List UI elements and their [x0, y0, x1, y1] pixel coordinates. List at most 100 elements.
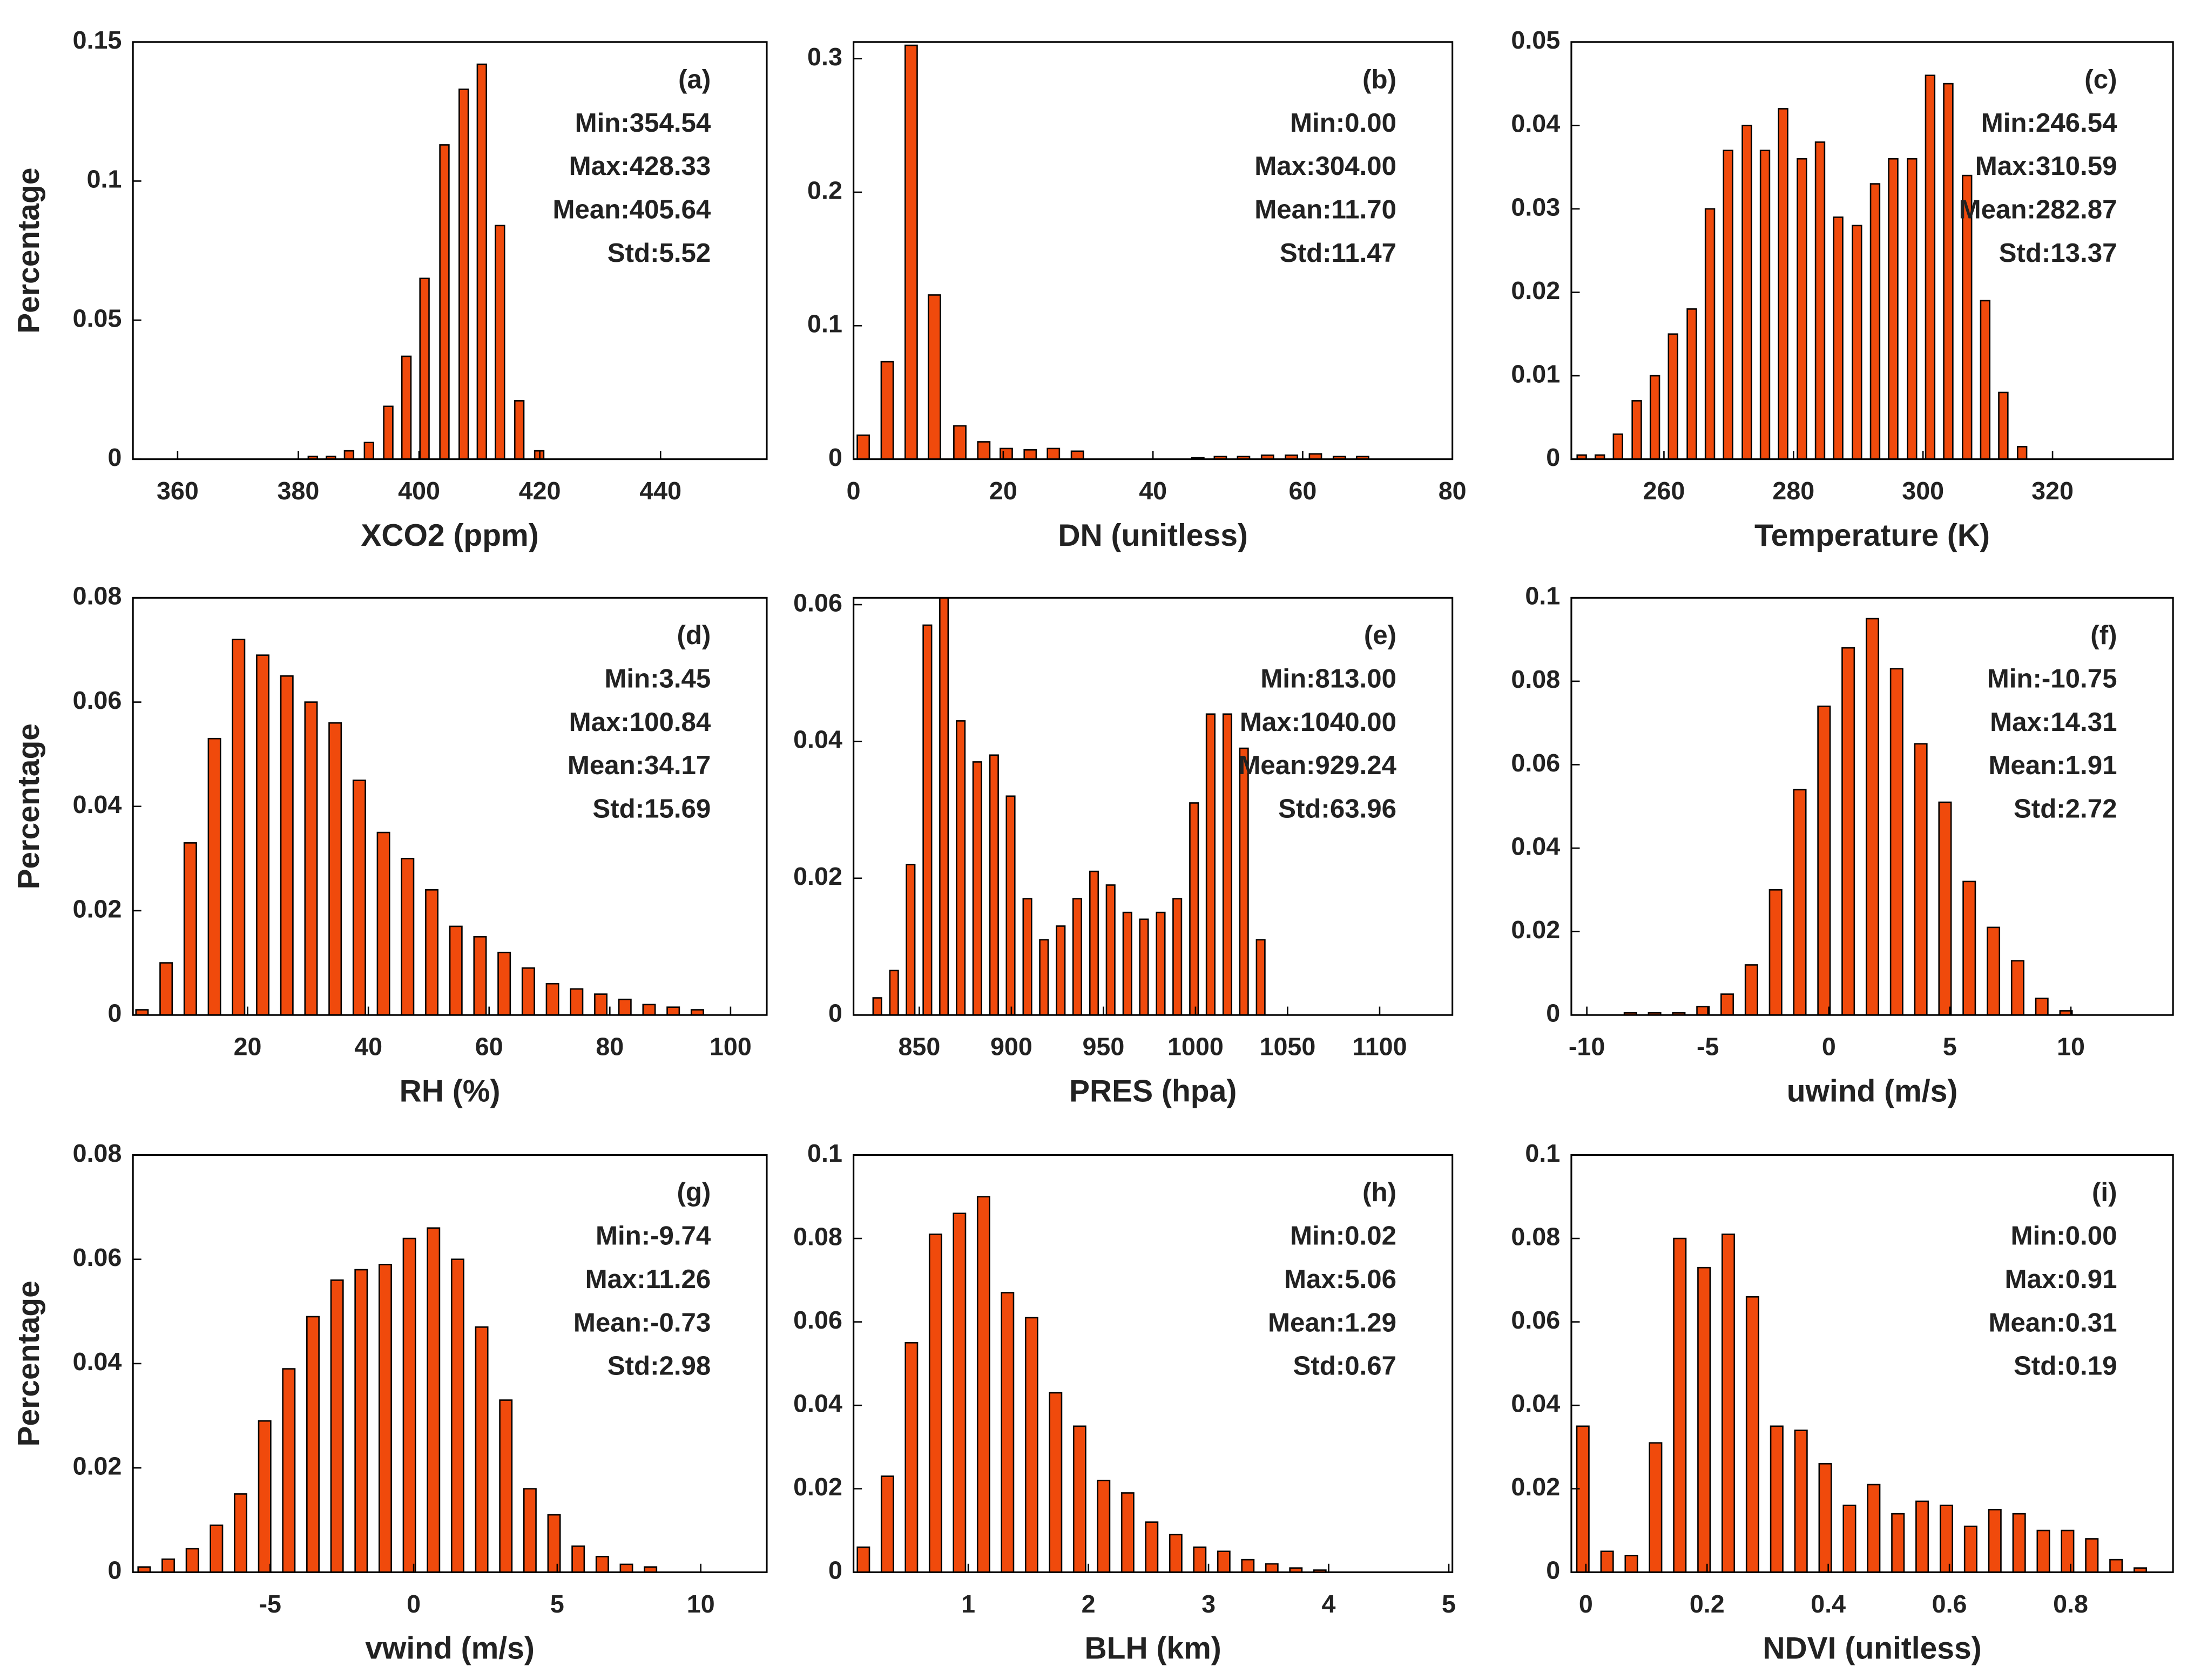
x-tick-label: 1000: [1167, 1033, 1224, 1061]
annotation: Max:428.33: [569, 151, 711, 181]
y-tick-label: 0.04: [73, 1347, 122, 1376]
x-tick-label: 300: [1902, 477, 1944, 505]
bar: [2036, 1529, 2050, 1573]
bar: [449, 925, 463, 1016]
x-tick-label: 320: [2031, 477, 2074, 505]
bar: [1105, 884, 1116, 1016]
bar: [282, 1368, 296, 1573]
bar: [1697, 1266, 1711, 1573]
bar: [159, 962, 173, 1016]
bar: [473, 936, 487, 1016]
bar: [1139, 918, 1149, 1016]
bar: [401, 858, 415, 1016]
bar: [927, 294, 941, 460]
bar: [427, 1227, 441, 1573]
bar: [514, 400, 525, 460]
bar: [1072, 898, 1083, 1016]
y-tick-label: 0.06: [1511, 749, 1560, 777]
bar: [376, 831, 390, 1016]
bar: [1668, 333, 1678, 460]
x-tick-label: 4: [1322, 1590, 1336, 1618]
bar: [1070, 450, 1084, 460]
annotation: Mean:405.64: [553, 195, 711, 225]
x-tick-label: 420: [519, 477, 561, 505]
bar: [1907, 158, 1918, 460]
x-tick-label: 0.2: [1690, 1590, 1725, 1618]
x-tick-label: 1: [961, 1590, 975, 1618]
bar: [972, 761, 982, 1016]
y-axis-label: Percentage: [11, 723, 46, 890]
bar: [185, 1548, 199, 1573]
x-tick-label: 1050: [1260, 1033, 1316, 1061]
y-tick-label: 0.1: [807, 1139, 842, 1167]
y-tick-label: 0.04: [793, 1390, 842, 1418]
y-tick-label: 0: [1546, 1556, 1560, 1584]
bar: [2085, 1538, 2099, 1573]
bar: [1778, 108, 1788, 460]
bar: [1222, 713, 1232, 1016]
x-axis-label: NDVI (unitless): [1763, 1631, 1981, 1666]
bar: [1145, 1521, 1159, 1573]
bar: [956, 720, 966, 1016]
annotation: Min:0.02: [1290, 1221, 1396, 1251]
bar: [1938, 801, 1952, 1016]
bar: [1833, 216, 1844, 460]
annotation: Max:14.31: [1990, 707, 2117, 737]
annotation: Min:3.45: [604, 663, 711, 693]
x-axis-label: DN (unitless): [1058, 518, 1247, 553]
bar: [1624, 1555, 1638, 1573]
bar: [1888, 158, 1899, 460]
bar: [928, 1234, 942, 1573]
x-tick-label: 20: [234, 1033, 262, 1061]
x-tick-label: 40: [1139, 477, 1167, 505]
bar: [880, 1475, 894, 1573]
y-tick-label: 0.06: [793, 1306, 842, 1334]
bar: [1980, 300, 1991, 460]
x-tick-label: 5: [1943, 1033, 1957, 1061]
bar: [1649, 375, 1660, 460]
y-tick-label: 0: [107, 1556, 121, 1584]
bar: [1255, 939, 1266, 1016]
annotation: Max:310.59: [1975, 151, 2117, 181]
x-tick-label: -5: [259, 1590, 281, 1618]
x-tick-label: 440: [639, 477, 681, 505]
x-tick-label: 5: [1442, 1590, 1456, 1618]
bar: [1865, 618, 1879, 1016]
bar: [889, 970, 899, 1016]
annotation: Std:5.52: [607, 238, 711, 268]
y-tick-label: 0.08: [1511, 1222, 1560, 1250]
bar: [595, 1556, 609, 1573]
annotation: Max:11.26: [585, 1264, 711, 1294]
bar: [256, 654, 269, 1016]
annotation: (a): [678, 64, 711, 94]
x-tick-label: -5: [1697, 1033, 1719, 1061]
y-tick-label: 0.3: [807, 43, 842, 71]
bar: [458, 89, 469, 460]
bar: [989, 754, 999, 1016]
bar: [906, 864, 916, 1016]
bar: [2016, 446, 2028, 460]
x-tick-label: 5: [550, 1590, 564, 1618]
x-tick-label: 10: [687, 1590, 715, 1618]
x-tick-label: 260: [1643, 477, 1685, 505]
x-axis-label: BLH (km): [1084, 1631, 1221, 1666]
bar: [856, 1546, 870, 1573]
y-tick-label: 0.1: [807, 310, 842, 338]
bar: [1842, 1505, 1857, 1573]
y-tick-label: 0.04: [1511, 832, 1560, 860]
bar: [183, 842, 197, 1016]
annotation: (b): [1362, 64, 1396, 94]
subplot: 0 0.02 0.04 0.06 0.08 0.1 0 0.2 0.4 0.6 0.8 NDVI (u…: [1511, 1139, 2174, 1666]
bar: [258, 1420, 272, 1573]
x-axis-label: Temperature (K): [1754, 518, 1990, 553]
y-tick-label: 0.1: [87, 165, 122, 193]
subplot: 0 0.02 0.04 0.06 0.08 -5 0 5 10 vwind (m/s) Percen…: [11, 1139, 768, 1666]
plot-frame: [853, 597, 1454, 1016]
bar: [402, 1237, 416, 1573]
annotation: Min:0.00: [2011, 1221, 2117, 1251]
bar: [2109, 1559, 2123, 1573]
bar: [953, 425, 967, 460]
annotation: (f): [2090, 620, 2117, 650]
annotation: Mean:1.29: [1268, 1308, 1396, 1337]
bar: [1759, 150, 1771, 460]
